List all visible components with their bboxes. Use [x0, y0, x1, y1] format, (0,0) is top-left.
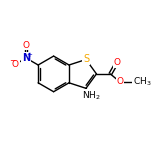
Text: O: O	[113, 58, 120, 67]
Text: N: N	[22, 53, 30, 63]
Text: S: S	[83, 55, 89, 64]
Text: CH$_3$: CH$_3$	[133, 76, 151, 88]
Text: −: −	[9, 56, 16, 66]
Text: O: O	[23, 41, 30, 50]
Text: O: O	[12, 60, 19, 69]
Text: O: O	[116, 77, 123, 86]
Text: NH$_2$: NH$_2$	[82, 89, 101, 102]
Text: +: +	[26, 52, 32, 58]
